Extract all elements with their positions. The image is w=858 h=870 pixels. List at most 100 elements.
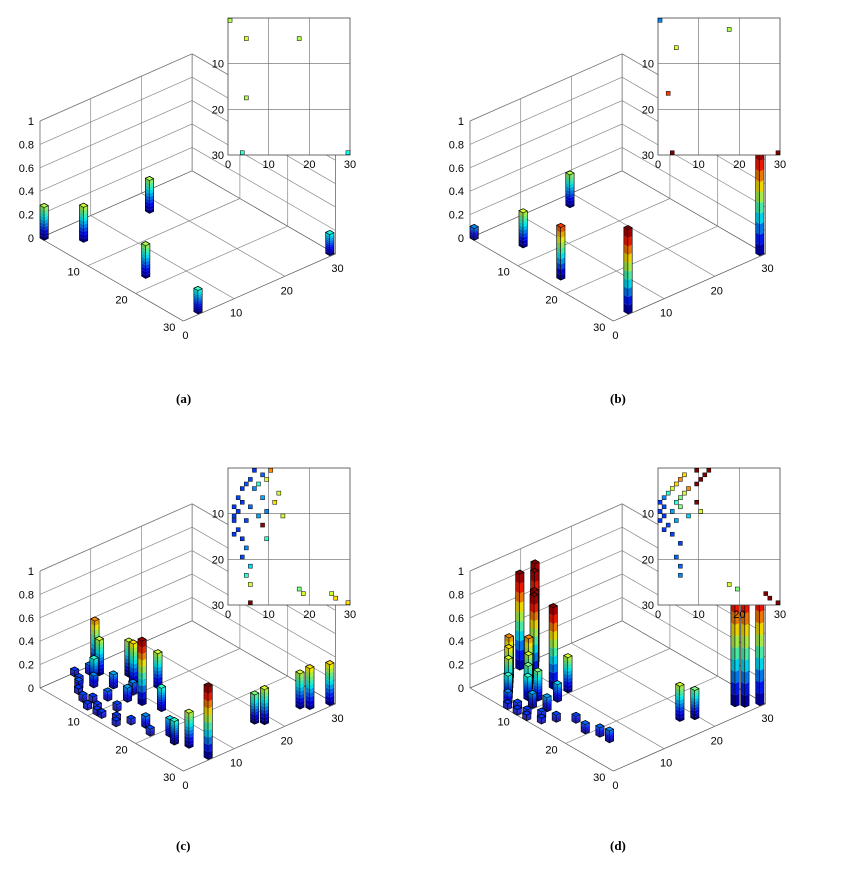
bar-face [563,680,568,686]
bar-face [515,658,520,671]
row-tick-label: 30 [593,322,605,334]
bar-face [694,700,699,706]
bar-face [518,242,524,249]
bar [88,692,98,704]
bar-face [305,695,310,702]
bar-face [107,696,112,700]
bar-face [92,709,97,713]
bar-face [595,731,600,735]
bar [527,689,538,709]
bar-face [70,670,75,674]
bar-face [553,605,558,616]
bar-face [123,698,128,703]
bar-face [82,697,88,700]
bar-face [109,675,114,680]
bar-face [549,679,554,690]
bar-face [208,692,213,702]
bar-face [83,703,88,707]
bar-face [260,697,265,704]
bar [563,653,573,694]
bar [122,683,133,703]
bar-face [675,694,680,701]
bar-face [549,605,554,616]
inset-cell [248,563,253,569]
bar-face [184,728,189,735]
bar-face [517,702,522,705]
inset-cell [678,573,683,578]
bar-face [524,636,529,644]
bar-face [99,645,104,652]
bar-face [537,673,542,678]
bar-face [517,710,522,713]
bar-face [92,710,97,714]
bar-face [325,686,330,694]
floor-gridline [520,215,665,300]
bar [514,569,525,671]
bar-face [556,716,561,719]
bar-face [542,701,547,705]
bar-face [309,675,315,682]
bar-face [694,703,699,709]
inset-cell [686,486,691,491]
bar-face [759,232,765,246]
bar-face [518,210,524,217]
bar-face [537,684,542,690]
bar-face [101,714,107,717]
bars-group [502,559,765,744]
bar-face [92,711,97,715]
bar-face [170,728,175,734]
bar-face [116,705,122,709]
inset-cell [244,518,249,523]
bar-face [744,693,750,708]
bar-face [264,715,269,722]
inset-x-tick-label: 20 [733,159,745,171]
bar-face [755,242,760,256]
bar-face [83,208,88,215]
bar-face [730,622,735,637]
bar-face [299,696,305,703]
bar-face [541,721,546,724]
bar-face [145,718,150,722]
bar-face [74,679,79,684]
bar [295,669,305,710]
bar-face [264,705,269,711]
bar-face [309,670,315,677]
bar-face [565,182,570,189]
bar-face [595,730,600,734]
bar-face [78,698,83,702]
bar-face [260,718,265,725]
bar-face [515,648,520,661]
bar-face [92,708,97,712]
bar-face [161,698,166,703]
bar-face [85,670,90,675]
bar-face [150,728,155,731]
bar-face [599,730,605,734]
bar-face [504,635,509,643]
bar-face [329,671,335,678]
row-tick-label: 10 [68,717,80,729]
inset-y-tick-label: 10 [212,59,224,71]
bar-face [537,717,542,721]
bar-face [97,715,102,718]
bar-face [188,739,194,745]
bar-face [92,696,98,699]
bar-face [541,716,546,720]
bar-face [153,651,158,658]
caption-c: (c) [176,838,191,853]
bar-face [567,680,573,686]
bar-face [78,682,83,685]
floor-edge [183,253,336,322]
bar-face [537,717,542,721]
bar-face [325,666,330,673]
wall-gridline [469,573,623,642]
inset-cell [694,500,699,505]
bar-face [79,226,84,232]
bar-face [690,702,695,709]
bar-face [553,689,558,694]
bar-face [165,729,170,734]
bar-face [188,718,194,724]
bar-face [184,717,189,724]
bar-face [124,639,129,646]
